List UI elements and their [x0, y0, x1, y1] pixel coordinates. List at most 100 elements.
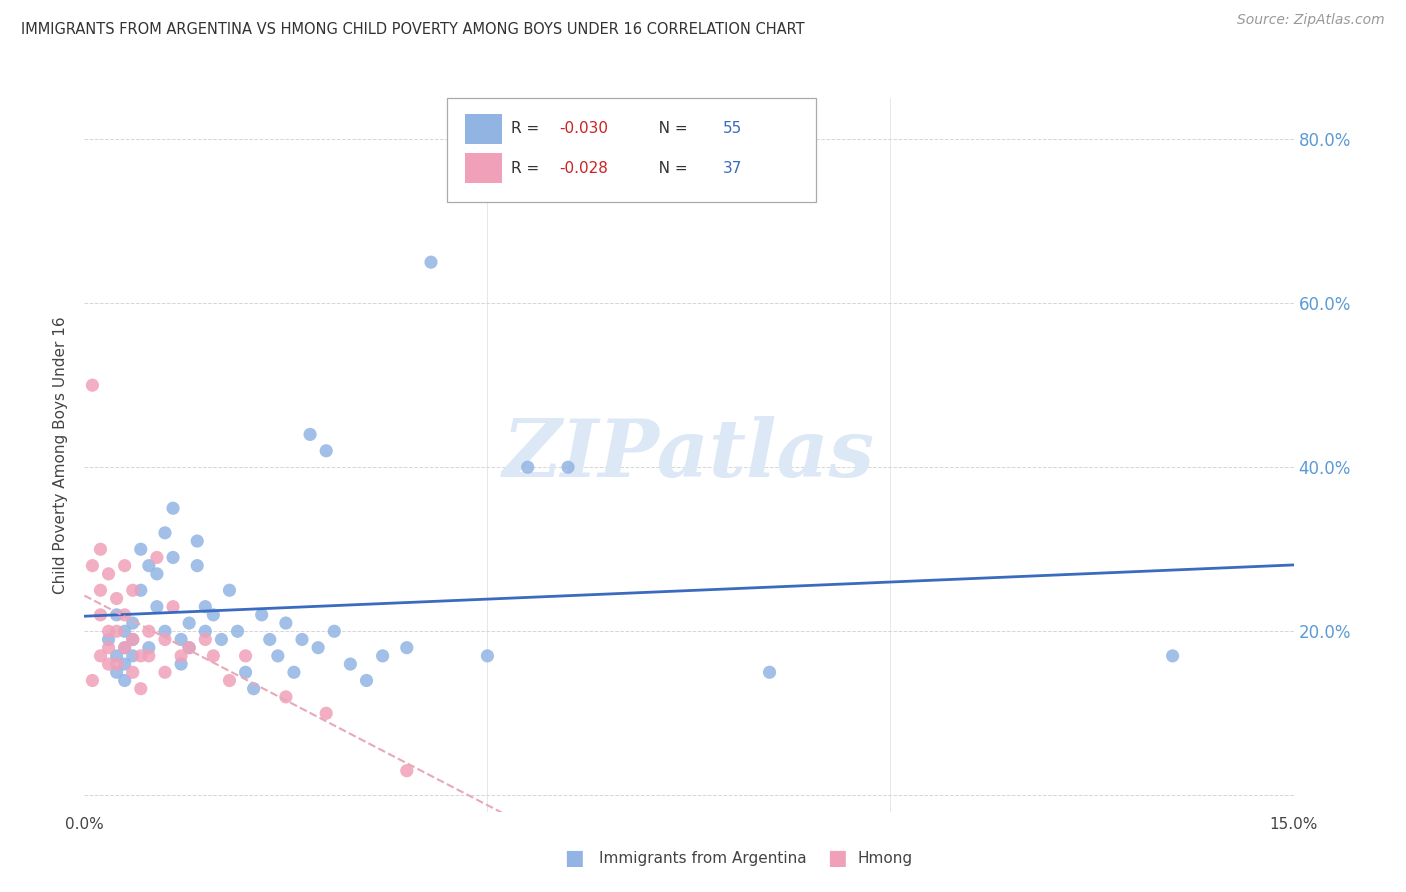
FancyBboxPatch shape: [447, 98, 815, 202]
Point: [758, 665, 780, 680]
Point: [153, 665, 176, 680]
Point: [194, 599, 217, 614]
Point: [121, 665, 143, 680]
Point: [209, 632, 232, 647]
Point: [194, 624, 217, 639]
Point: [267, 648, 290, 663]
Point: [218, 583, 240, 598]
Text: ■: ■: [564, 848, 583, 868]
Point: [179, 640, 201, 655]
Point: [97, 640, 120, 655]
Point: [339, 657, 361, 671]
Point: [89, 542, 111, 557]
Point: [114, 673, 136, 688]
Text: N =: N =: [644, 161, 693, 176]
Point: [97, 657, 120, 671]
Point: [557, 460, 579, 475]
Point: [129, 681, 152, 696]
Point: [114, 624, 136, 639]
Text: Hmong: Hmong: [858, 851, 912, 865]
Point: [371, 648, 394, 663]
Point: [242, 681, 264, 696]
Point: [323, 624, 346, 639]
Text: 55: 55: [723, 121, 742, 136]
Point: [138, 558, 160, 573]
Point: [138, 624, 160, 639]
Point: [170, 648, 193, 663]
Point: [114, 657, 136, 671]
Point: [114, 558, 136, 573]
Point: [89, 607, 111, 622]
Point: [105, 624, 128, 639]
Point: [516, 460, 538, 475]
Point: [121, 632, 143, 647]
Point: [114, 640, 136, 655]
Point: [420, 255, 443, 269]
FancyBboxPatch shape: [465, 114, 502, 144]
Point: [202, 607, 225, 622]
Point: [82, 378, 104, 392]
Point: [162, 599, 184, 614]
Point: [82, 673, 104, 688]
Point: [395, 640, 418, 655]
Point: [105, 657, 128, 671]
Point: [121, 648, 143, 663]
Text: N =: N =: [644, 121, 693, 136]
Point: [186, 534, 208, 549]
Point: [274, 616, 297, 631]
Point: [105, 591, 128, 606]
Point: [97, 632, 120, 647]
Point: [97, 624, 120, 639]
Point: [146, 599, 169, 614]
Point: [315, 443, 337, 458]
Point: [1161, 648, 1184, 663]
Point: [89, 648, 111, 663]
Point: [299, 427, 322, 442]
Point: [170, 657, 193, 671]
Point: [129, 542, 152, 557]
Text: Immigrants from Argentina: Immigrants from Argentina: [599, 851, 807, 865]
Text: R =: R =: [512, 161, 544, 176]
Point: [235, 648, 257, 663]
Point: [121, 583, 143, 598]
Point: [291, 632, 314, 647]
Point: [477, 648, 499, 663]
Point: [170, 632, 193, 647]
Point: [226, 624, 249, 639]
Point: [194, 632, 217, 647]
Point: [97, 566, 120, 581]
Point: [356, 673, 378, 688]
Point: [121, 632, 143, 647]
Point: [162, 550, 184, 565]
Point: [307, 640, 329, 655]
Point: [146, 566, 169, 581]
Point: [259, 632, 281, 647]
Point: [138, 648, 160, 663]
Point: [146, 550, 169, 565]
Point: [179, 616, 201, 631]
Point: [186, 558, 208, 573]
Point: [105, 648, 128, 663]
Point: [283, 665, 305, 680]
Point: [82, 558, 104, 573]
Text: IMMIGRANTS FROM ARGENTINA VS HMONG CHILD POVERTY AMONG BOYS UNDER 16 CORRELATION: IMMIGRANTS FROM ARGENTINA VS HMONG CHILD…: [21, 22, 804, 37]
Point: [105, 665, 128, 680]
Point: [235, 665, 257, 680]
Text: ■: ■: [827, 848, 846, 868]
Point: [153, 525, 176, 540]
Text: Source: ZipAtlas.com: Source: ZipAtlas.com: [1237, 13, 1385, 28]
Point: [250, 607, 273, 622]
FancyBboxPatch shape: [465, 153, 502, 183]
Point: [114, 607, 136, 622]
Point: [153, 624, 176, 639]
Point: [274, 690, 297, 704]
Point: [179, 640, 201, 655]
Point: [202, 648, 225, 663]
Point: [315, 706, 337, 721]
Text: -0.028: -0.028: [560, 161, 609, 176]
Text: R =: R =: [512, 121, 544, 136]
Text: -0.030: -0.030: [560, 121, 609, 136]
Point: [129, 583, 152, 598]
Point: [105, 607, 128, 622]
Y-axis label: Child Poverty Among Boys Under 16: Child Poverty Among Boys Under 16: [53, 316, 69, 594]
